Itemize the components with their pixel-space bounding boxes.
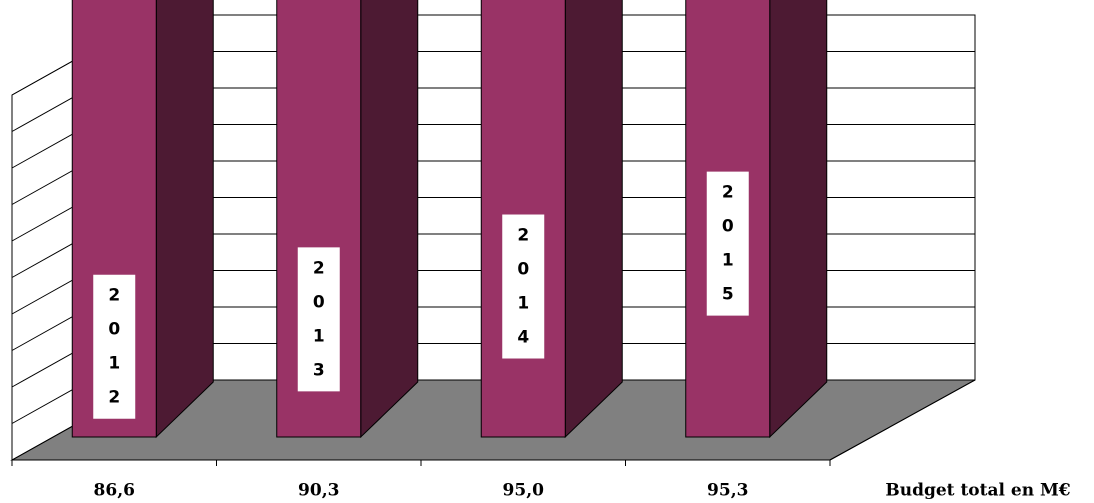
x-tick-label: 95,0 [503,481,545,501]
x-axis-label: Budget total en M€ [885,481,1070,501]
x-tick-label: 90,3 [298,481,339,501]
year-box [93,274,136,419]
bar-side [769,0,828,439]
x-tick-label: 86,6 [94,481,135,501]
bar-side [564,0,623,439]
year-box [706,171,749,316]
x-tick-label: 95,3 [707,481,748,501]
year-box [297,247,340,392]
year-box [502,214,545,359]
floor-edge [829,379,976,461]
bar-side [155,0,214,439]
bar-side [360,0,419,439]
